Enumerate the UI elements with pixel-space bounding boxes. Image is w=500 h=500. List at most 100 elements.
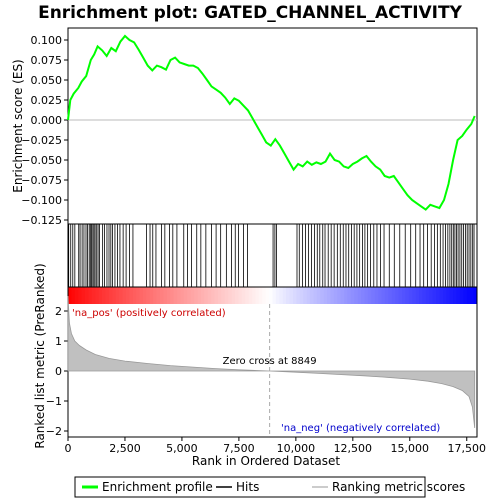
es-y-tick-label: −0.075 — [21, 174, 62, 187]
color-bar-segment — [74, 287, 79, 304]
metric-y-tick-label: −1 — [46, 395, 62, 408]
color-bar-segment — [292, 287, 297, 304]
color-bar-segment — [85, 287, 89, 304]
color-bar-segment — [309, 287, 314, 304]
color-bar-segment — [272, 287, 277, 304]
color-bar-segment — [238, 287, 243, 304]
color-bar-segment — [163, 287, 168, 304]
color-bar-segment — [221, 287, 226, 304]
color-bar-segment — [204, 287, 209, 304]
color-bar-segment — [153, 287, 158, 304]
x-axis-label: Rank in Ordered Dataset — [192, 454, 340, 468]
color-bar-segment — [142, 287, 147, 304]
legend: Enrichment profile Hits Ranking metric sco… — [82, 480, 465, 494]
color-bar-segment — [136, 287, 141, 304]
color-bar-segment — [248, 287, 253, 304]
color-bar-segment — [299, 287, 304, 304]
color-bar-segment — [269, 287, 273, 304]
color-bar-segment — [156, 287, 161, 304]
color-bar-segment — [412, 287, 417, 304]
metric-y-tick-label: 1 — [55, 335, 62, 348]
x-tick-label: 0 — [65, 442, 72, 455]
color-bar-segment — [289, 287, 294, 304]
color-bar-segment — [323, 287, 328, 304]
color-bar-segment — [217, 287, 222, 304]
color-bar-segment — [207, 287, 212, 304]
color-bar-segment — [146, 287, 151, 304]
es-y-tick-label: −0.050 — [21, 154, 62, 167]
color-bar-segment — [316, 287, 321, 304]
color-bar-segment — [408, 287, 413, 304]
color-bar-segment — [214, 287, 219, 304]
color-bar-segment — [357, 287, 362, 304]
x-tick-label: 2,500 — [109, 442, 141, 455]
metric-y-tick-label: 0 — [55, 365, 62, 378]
es-y-tick-label: 0.075 — [31, 54, 63, 67]
color-bar-segment — [415, 287, 420, 304]
es-y-tick-label: −0.125 — [21, 214, 62, 227]
color-bar-segment — [344, 287, 348, 304]
color-bar-segment — [180, 287, 185, 304]
color-bar-segment — [320, 287, 325, 304]
color-bar-segment — [132, 287, 137, 304]
color-bar-segment — [228, 287, 233, 304]
color-bar-segment — [187, 287, 192, 304]
color-bar-segment — [436, 287, 441, 304]
color-bar-segment — [456, 287, 461, 304]
color-bar-segment — [282, 287, 287, 304]
color-bar-segment — [354, 287, 359, 304]
color-bar-segment — [453, 287, 458, 304]
color-bar-segment — [262, 287, 267, 304]
color-bar-segment — [419, 287, 423, 304]
color-bar-segment — [235, 287, 239, 304]
color-bar-segment — [95, 287, 100, 304]
pos-correlated-label: 'na_pos' (positively correlated) — [72, 308, 226, 319]
color-bar-segment — [245, 287, 250, 304]
color-bar-segment — [381, 287, 386, 304]
color-bar-segment — [160, 287, 164, 304]
es-y-tick-label: 0.025 — [31, 94, 63, 107]
color-bar-segment — [78, 287, 83, 304]
color-bar-segment — [197, 287, 202, 304]
legend-label: Hits — [236, 480, 259, 494]
color-bar-segment — [265, 287, 270, 304]
enrichment-profile-line — [67, 34, 476, 211]
color-bar-segment — [105, 287, 110, 304]
color-bar-segment — [402, 287, 406, 304]
color-bar-segment — [470, 287, 475, 304]
legend-label: Ranking metric scores — [332, 480, 465, 494]
color-bar-segment — [286, 287, 291, 304]
color-bar-segment — [439, 287, 444, 304]
x-tick-label: 15,000 — [391, 442, 430, 455]
color-bar-segment — [129, 287, 134, 304]
metric-y-axis-label: Ranked list metric (PreRanked) — [33, 263, 47, 448]
x-tick-label: 10,000 — [277, 442, 316, 455]
color-bar-segment — [442, 287, 447, 304]
color-bar-segment — [371, 287, 376, 304]
color-bar-segment — [98, 287, 103, 304]
color-bar-segment — [364, 287, 369, 304]
color-bar-segment — [422, 287, 427, 304]
color-bar-segment — [200, 287, 205, 304]
color-bar-segment — [446, 287, 451, 304]
color-bar-segment — [91, 287, 96, 304]
color-bar-segment — [88, 287, 93, 304]
x-tick-label: 7,500 — [223, 442, 255, 455]
es-y-axis-label: Enrichment score (ES) — [11, 59, 25, 192]
color-bar-segment — [224, 287, 229, 304]
color-bar-segment — [122, 287, 127, 304]
color-bar-segment — [211, 287, 216, 304]
color-bar-segment — [170, 287, 175, 304]
color-bar-segment — [166, 287, 171, 304]
color-bar-segment — [459, 287, 464, 304]
color-bar-segment — [183, 287, 188, 304]
color-bar-segment — [432, 287, 437, 304]
color-bar-segment — [337, 287, 342, 304]
color-bar-segment — [388, 287, 393, 304]
color-bar-segment — [173, 287, 178, 304]
color-bar-segment — [296, 287, 301, 304]
color-bar-segment — [119, 287, 124, 304]
color-bar-segment — [177, 287, 181, 304]
x-ticks: 0 2,500 5,000 7,500 10,000 12,500 15,000 17,500 — [65, 437, 486, 455]
